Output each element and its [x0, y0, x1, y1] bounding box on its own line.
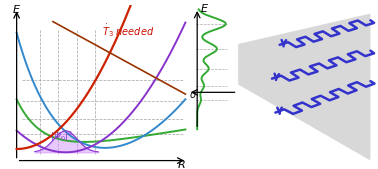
- Text: $|\Psi_0|^2$: $|\Psi_0|^2$: [51, 129, 73, 144]
- Polygon shape: [238, 14, 370, 161]
- Text: $\dot{T}_3$ needed: $\dot{T}_3$ needed: [102, 22, 154, 39]
- Text: R: R: [178, 160, 186, 169]
- Text: E: E: [201, 4, 208, 14]
- Text: o: o: [190, 90, 196, 100]
- Text: E: E: [13, 5, 20, 15]
